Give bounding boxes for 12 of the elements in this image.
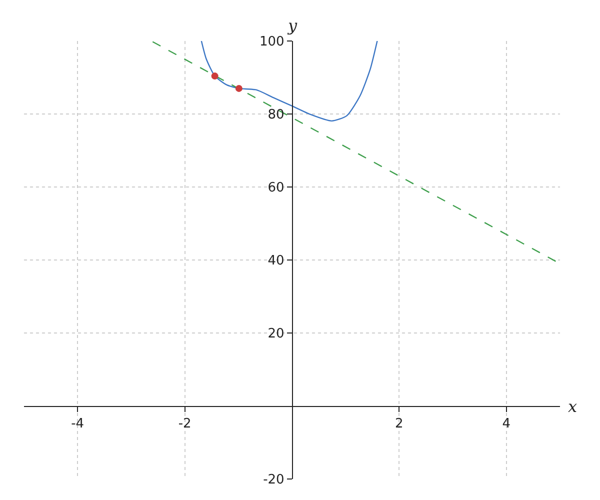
y-tick-label: 60	[268, 180, 284, 196]
x-axis-title: x	[568, 397, 578, 416]
x-tick-label: -2	[178, 416, 192, 432]
x-tick-label: 2	[395, 416, 404, 432]
y-axis-title: y	[287, 16, 298, 35]
x-tick-label: 4	[502, 416, 511, 432]
y-tick-label: -20	[263, 472, 284, 488]
y-tick-label: 100	[259, 34, 284, 50]
y-tick-label: 40	[268, 254, 284, 269]
x-tick-label: -4	[71, 416, 84, 432]
y-tick-label: 20	[268, 326, 284, 342]
y-tick-label: 80	[268, 108, 284, 123]
